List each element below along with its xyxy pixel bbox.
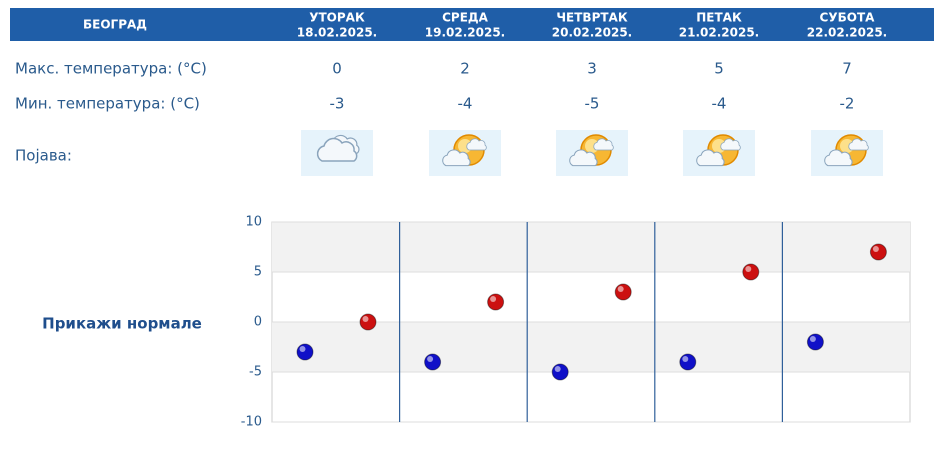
y-tick-label: 0 bbox=[254, 315, 262, 330]
min-temp: -2 bbox=[840, 95, 855, 113]
temp-dot bbox=[424, 353, 442, 371]
city: БЕОГРАД bbox=[83, 18, 147, 32]
day-date: 20.02.2025. bbox=[552, 26, 632, 40]
dot-highlight bbox=[617, 286, 624, 292]
temp-dot bbox=[359, 313, 377, 331]
temp-dot bbox=[296, 343, 314, 361]
y-tick-label: 10 bbox=[245, 215, 262, 230]
day-date: 21.02.2025. bbox=[679, 26, 759, 40]
day-date: 18.02.2025. bbox=[297, 26, 377, 40]
weather-icon bbox=[556, 130, 628, 176]
temp-dot bbox=[869, 243, 887, 261]
temp-dot bbox=[551, 363, 569, 381]
weather-icon bbox=[811, 130, 883, 176]
max-temp: 5 bbox=[714, 60, 724, 78]
temp-dot bbox=[487, 293, 505, 311]
day-name: ЧЕТВРТАК bbox=[556, 11, 627, 25]
y-tick-label: -10 bbox=[241, 415, 262, 430]
grid-band bbox=[272, 322, 910, 372]
min-temp: -5 bbox=[585, 95, 600, 113]
dot-highlight bbox=[745, 266, 752, 272]
dot-highlight bbox=[362, 316, 369, 322]
max-temp: 0 bbox=[332, 60, 342, 78]
day-name: СРЕДА bbox=[442, 11, 488, 25]
min-temp: -4 bbox=[712, 95, 727, 113]
day-name: СУБОТА bbox=[820, 11, 876, 25]
dot-highlight bbox=[809, 336, 816, 342]
temp-dot bbox=[679, 353, 697, 371]
weather-icon bbox=[301, 130, 373, 176]
dot-highlight bbox=[554, 366, 561, 372]
dot-highlight bbox=[682, 356, 689, 362]
dot-highlight bbox=[299, 346, 306, 352]
max-temp: 2 bbox=[460, 60, 470, 78]
day-date: 22.02.2025. bbox=[807, 26, 887, 40]
y-tick-label: 5 bbox=[254, 265, 262, 280]
day-date: 19.02.2025. bbox=[425, 26, 505, 40]
y-tick-label: -5 bbox=[249, 365, 262, 380]
min-temp: -4 bbox=[458, 95, 473, 113]
header-bar bbox=[10, 8, 934, 41]
day-name: УТОРАК bbox=[309, 11, 365, 25]
min-label: Мин. температура: (°C) bbox=[15, 95, 200, 113]
min-temp: -3 bbox=[330, 95, 345, 113]
max-temp: 3 bbox=[587, 60, 597, 78]
weather-icon bbox=[429, 130, 501, 176]
day-name: ПЕТАК bbox=[696, 11, 742, 25]
dot-highlight bbox=[490, 296, 497, 302]
dot-highlight bbox=[427, 356, 434, 362]
max-label: Макс. температура: (°C) bbox=[15, 60, 207, 78]
temp-dot bbox=[742, 263, 760, 281]
show-normals-link[interactable]: Прикажи нормале bbox=[42, 315, 202, 333]
weather-label: Појава: bbox=[15, 147, 72, 165]
dot-highlight bbox=[872, 246, 879, 252]
grid-band bbox=[272, 222, 910, 272]
temp-dot bbox=[806, 333, 824, 351]
temp-dot bbox=[614, 283, 632, 301]
max-temp: 7 bbox=[842, 60, 852, 78]
weather-icon bbox=[683, 130, 755, 176]
